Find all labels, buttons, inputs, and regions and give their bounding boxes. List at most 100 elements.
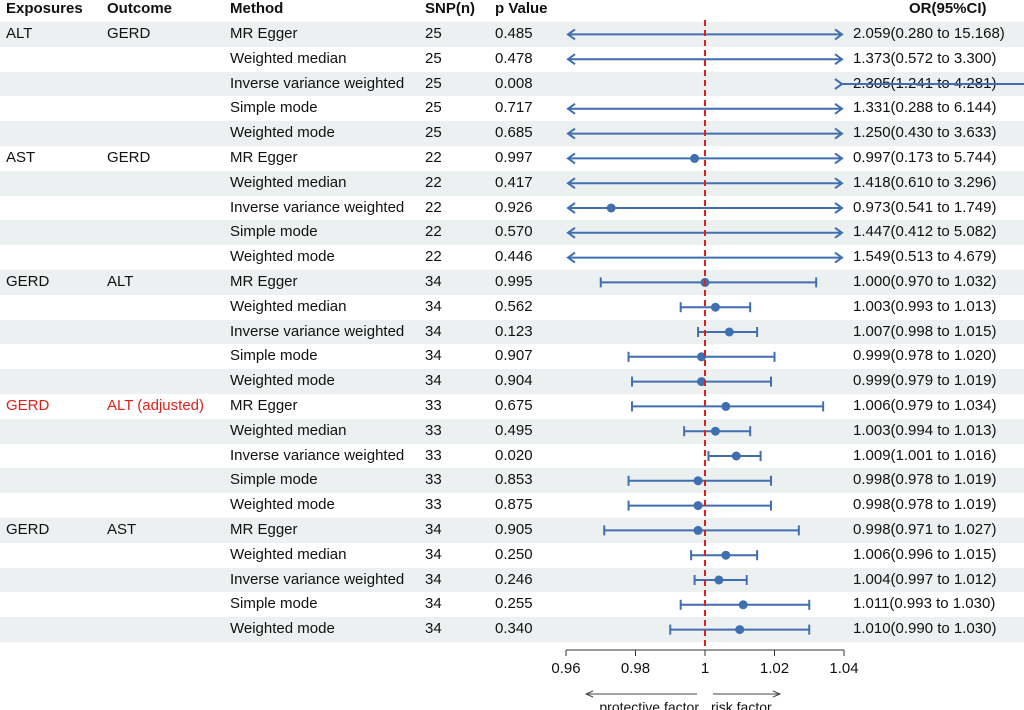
method-cell: Inverse variance weighted: [230, 74, 405, 92]
p-value-cell: 0.926: [495, 198, 533, 216]
protective-arrow-head: [584, 690, 594, 698]
method-cell: MR Egger: [230, 25, 298, 42]
method-cell: Simple mode: [230, 223, 318, 241]
header-outcome: Outcome: [107, 0, 173, 17]
ci-mark: [834, 78, 1024, 90]
table-row: Simple mode 34 0.255 1.011(0.993 to 1.030): [0, 592, 1024, 617]
ci-arrow-right: [834, 102, 844, 115]
table-row: Weighted median 34 0.562 1.003(0.993 to 1.0…: [0, 295, 1024, 320]
table-row: Simple mode 22 0.570 1.447(0.412 to 5.082): [0, 220, 1024, 246]
method-cell: Weighted median: [230, 545, 347, 563]
point-estimate: [731, 451, 741, 461]
point-estimate: [721, 550, 731, 560]
ci-mark: [669, 624, 811, 635]
or-ci-cell: 0.999(0.978 to 1.020): [853, 347, 997, 365]
p-value-cell: 0.123: [495, 322, 533, 340]
method-cell: Simple mode: [230, 99, 318, 117]
or-ci-cell: 1.003(0.994 to 1.013): [853, 421, 997, 439]
p-value-cell: 0.717: [495, 99, 533, 117]
header-snp: SNP(n): [425, 0, 475, 17]
ci-mark: [599, 277, 818, 288]
p-value-cell: 0.485: [495, 25, 533, 42]
p-value-cell: 0.995: [495, 273, 533, 290]
table-row: ALT GERD MR Egger 25 0.485 2.059(0.280 to 15.…: [0, 22, 1024, 47]
or-ci-cell: 1.006(0.996 to 1.015): [853, 545, 997, 563]
table-row: Inverse variance weighted 34 0.246 1.004(0.…: [0, 567, 1024, 593]
exposure-cell: GERD: [6, 273, 50, 290]
snp-cell: 34: [425, 570, 442, 588]
or-ci-cell: 1.549(0.513 to 4.679): [853, 248, 997, 266]
ci-mark: [566, 53, 844, 66]
snp-cell: 33: [425, 496, 442, 514]
method-cell: Weighted mode: [230, 124, 335, 142]
or-ci-cell: 1.373(0.572 to 3.300): [853, 49, 997, 67]
protective-factor-label: protective factor: [599, 699, 699, 710]
or-ci-cell: 1.010(0.990 to 1.030): [853, 620, 997, 638]
table-row: Simple mode 33 0.853 0.998(0.978 to 1.019): [0, 468, 1024, 494]
exposure-cell: GERD: [6, 521, 50, 538]
exposure-cell: AST: [6, 149, 36, 166]
ci-arrow-left: [566, 53, 576, 66]
ci-mark: [707, 451, 762, 461]
method-cell: MR Egger: [230, 521, 298, 538]
ci-arrow-right: [834, 226, 844, 239]
method-cell: Weighted median: [230, 49, 347, 67]
ci-arrow-right: [834, 78, 844, 90]
snp-cell: 34: [425, 521, 442, 538]
table-row: AST GERD MR Egger 22 0.997 0.997(0.173 to 5.7…: [0, 146, 1024, 171]
method-cell: Weighted median: [230, 421, 347, 439]
ci-arrow-left: [566, 202, 576, 214]
snp-cell: 33: [425, 471, 442, 489]
ci-mark: [690, 550, 759, 561]
method-cell: MR Egger: [230, 397, 298, 414]
or-ci-cell: 1.004(0.997 to 1.012): [853, 570, 997, 588]
ci-mark: [683, 426, 752, 437]
or-ci-cell: 0.998(0.978 to 1.019): [853, 471, 997, 489]
ci-mark: [566, 102, 844, 115]
outcome-cell: ALT (adjusted): [107, 397, 204, 414]
or-ci-cell: 1.000(0.970 to 1.032): [853, 273, 997, 290]
method-cell: Weighted median: [230, 173, 347, 191]
method-cell: Weighted mode: [230, 496, 335, 514]
table-row: Inverse variance weighted 22 0.926 0.973(0.…: [0, 196, 1024, 221]
ci-mark: [679, 302, 752, 313]
point-estimate: [697, 377, 707, 387]
snp-cell: 25: [425, 49, 442, 67]
table-row: GERD AST MR Egger 34 0.905 0.998(0.971 to 1.0…: [0, 518, 1024, 543]
ci-mark: [697, 327, 759, 337]
snp-cell: 25: [425, 99, 442, 117]
or-ci-cell: 1.009(1.001 to 1.016): [853, 446, 997, 464]
method-cell: Simple mode: [230, 595, 318, 613]
point-estimate: [693, 476, 703, 486]
exposure-cell: GERD: [6, 397, 50, 414]
table-row: Simple mode 25 0.717 1.331(0.288 to 6.144): [0, 96, 1024, 121]
snp-cell: 22: [425, 223, 442, 241]
p-value-cell: 0.446: [495, 248, 533, 266]
or-ci-cell: 0.973(0.541 to 1.749): [853, 198, 997, 216]
p-value-cell: 0.905: [495, 521, 533, 538]
snp-cell: 25: [425, 124, 442, 142]
method-cell: Inverse variance weighted: [230, 570, 405, 588]
snp-cell: 33: [425, 421, 442, 439]
method-cell: Weighted mode: [230, 372, 335, 390]
ci-arrow-left: [566, 28, 576, 41]
snp-cell: 22: [425, 149, 442, 166]
ci-arrow-right: [834, 127, 844, 140]
or-ci-cell: 1.006(0.979 to 1.034): [853, 397, 997, 414]
header-exposures: Exposures: [6, 0, 83, 17]
x-tick-label: 1: [701, 660, 709, 677]
x-tick-label: 1.04: [829, 660, 858, 677]
ci-mark: [566, 251, 844, 264]
snp-cell: 34: [425, 297, 442, 315]
ci-mark: [693, 575, 748, 585]
snp-cell: 34: [425, 347, 442, 365]
p-value-cell: 0.675: [495, 397, 533, 414]
point-estimate: [721, 401, 731, 411]
table-row: Inverse variance weighted 33 0.020 1.009(1.…: [0, 444, 1024, 469]
point-estimate: [735, 625, 745, 635]
table-row: Weighted mode 34 0.904 0.999(0.979 to 1.019…: [0, 369, 1024, 394]
risk-arrow-head: [772, 690, 782, 698]
ci-arrow-right: [834, 152, 844, 165]
p-value-cell: 0.685: [495, 124, 533, 142]
